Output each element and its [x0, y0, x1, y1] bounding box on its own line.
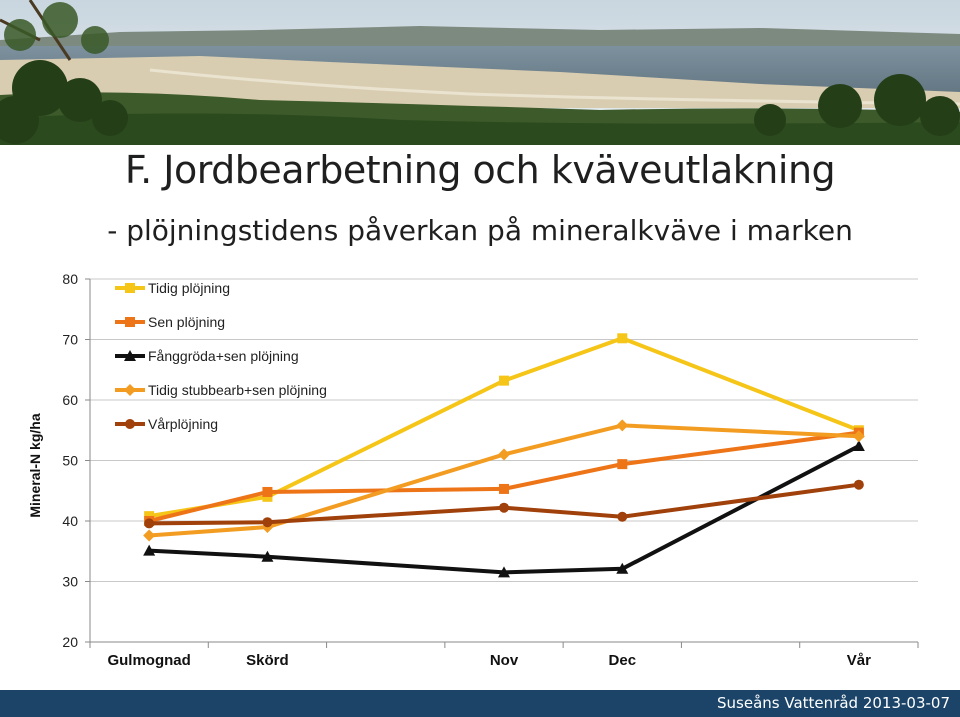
data-point [617, 511, 628, 522]
data-point [499, 502, 509, 513]
legend-label: Fånggröda+sen plöjning [148, 348, 299, 364]
y-tick-label: 20 [62, 634, 78, 650]
data-point [144, 518, 155, 529]
x-tick-label: Nov [490, 652, 519, 669]
legend-label: Sen plöjning [148, 314, 225, 330]
legend: Tidig plöjning Sen plöjning Fånggröda+sen … [115, 280, 327, 432]
legend-item: Tidig plöjning [115, 280, 230, 296]
data-point [262, 486, 273, 497]
data-point [617, 459, 628, 470]
y-tick-label: 40 [62, 513, 78, 529]
legend-marker [125, 317, 135, 327]
data-point [616, 419, 629, 432]
data-point [498, 448, 510, 461]
legend-marker [124, 350, 136, 361]
axes: 20 30 40 50 60 70 80 Gulmognad Skörd Nov Dec Vår Min… [27, 271, 919, 669]
x-tick-label: Vår [847, 652, 871, 669]
legend-label: Vårplöjning [148, 416, 218, 432]
legend-item: Vårplöjning [115, 416, 218, 432]
legend-item: Tidig stubbearb+sen plöjning [115, 382, 327, 398]
x-tick-label: Gulmognad [107, 652, 190, 669]
gridlines [90, 278, 918, 643]
series-layer [143, 333, 865, 578]
data-point [262, 517, 273, 528]
y-tick-label: 30 [62, 574, 78, 590]
data-point [498, 566, 510, 578]
x-tick-label: Skörd [246, 652, 289, 669]
legend-marker [124, 384, 136, 396]
data-point [616, 562, 629, 574]
legend-item: Fånggröda+sen plöjning [115, 348, 299, 364]
legend-label: Tidig stubbearb+sen plöjning [148, 382, 327, 398]
legend-item: Sen plöjning [115, 314, 225, 330]
series-vårplöjning [144, 479, 864, 529]
data-point [852, 439, 865, 451]
y-axis-label: Mineral-N kg/ha [27, 413, 43, 517]
slide-subtitle: - plöjningstidens påverkan på mineralkvä… [107, 214, 853, 247]
data-point [143, 544, 156, 556]
data-point [143, 529, 156, 542]
data-point [852, 430, 865, 443]
y-tick-label: 50 [62, 453, 78, 469]
series-line [149, 423, 859, 538]
footer-bar: Suseåns Vattenråd 2013-03-07 [0, 690, 960, 717]
landscape-banner [0, 0, 960, 145]
legend-label: Tidig plöjning [148, 280, 230, 296]
x-tick-label: Dec [609, 652, 637, 669]
data-point [617, 333, 628, 344]
data-point [499, 483, 509, 494]
y-tick-label: 70 [62, 332, 78, 348]
data-point [499, 375, 509, 386]
footer-credit: Suseåns Vattenråd 2013-03-07 [717, 694, 950, 712]
legend-marker [125, 283, 135, 293]
y-tick-label: 60 [62, 392, 78, 408]
y-tick-label: 80 [62, 271, 78, 287]
data-point [853, 479, 864, 490]
series-fånggröda-sen-plöjning [143, 439, 865, 578]
legend-marker [125, 419, 135, 429]
data-point [261, 550, 274, 562]
slide-title: F. Jordbearbetning och kväveutlakning [124, 148, 836, 192]
